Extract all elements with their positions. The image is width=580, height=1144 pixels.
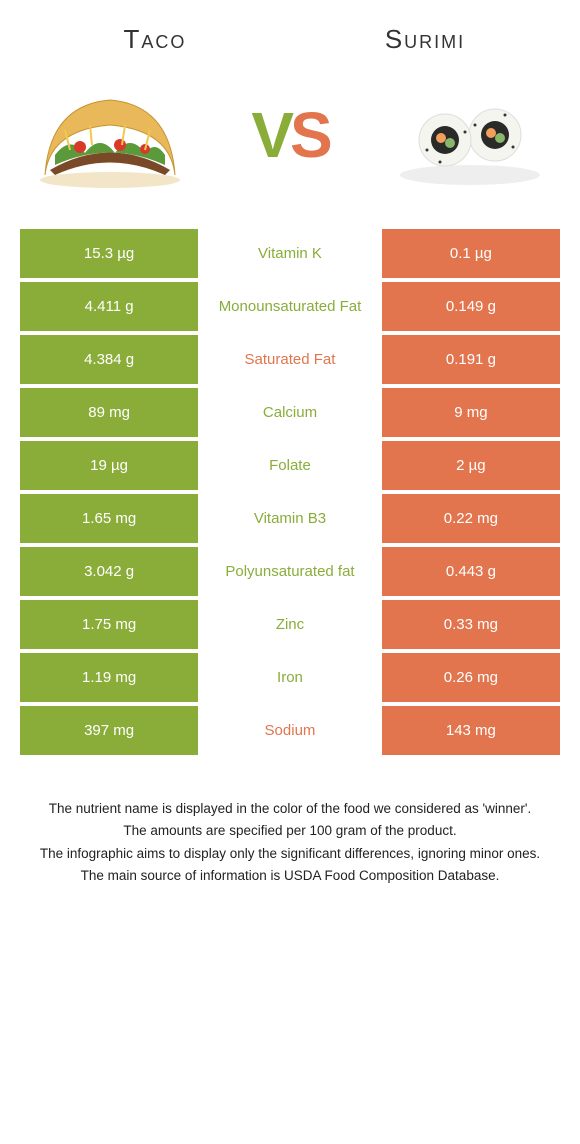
footnotes: The nutrient name is displayed in the co… bbox=[0, 759, 580, 908]
table-row: 19 µgFolate2 µg bbox=[20, 441, 560, 490]
left-value: 1.65 mg bbox=[20, 494, 198, 543]
right-value: 0.1 µg bbox=[382, 229, 560, 278]
nutrient-label: Monounsaturated Fat bbox=[198, 282, 382, 331]
table-row: 1.65 mgVitamin B30.22 mg bbox=[20, 494, 560, 543]
vs-s: S bbox=[290, 99, 329, 171]
footnote-line: The amounts are specified per 100 gram o… bbox=[30, 821, 550, 841]
nutrient-label: Iron bbox=[198, 653, 382, 702]
left-value: 15.3 µg bbox=[20, 229, 198, 278]
nutrient-label: Polyunsaturated fat bbox=[198, 547, 382, 596]
vs-v: V bbox=[251, 99, 290, 171]
right-value: 0.33 mg bbox=[382, 600, 560, 649]
right-value: 0.26 mg bbox=[382, 653, 560, 702]
right-value: 143 mg bbox=[382, 706, 560, 755]
footnote-line: The infographic aims to display only the… bbox=[30, 844, 550, 864]
table-row: 397 mgSodium143 mg bbox=[20, 706, 560, 755]
left-value: 1.19 mg bbox=[20, 653, 198, 702]
comparison-table: 15.3 µgVitamin K0.1 µg4.411 gMonounsatur… bbox=[20, 225, 560, 759]
titles-row: Taco Surimi bbox=[0, 0, 580, 65]
table-row: 1.75 mgZinc0.33 mg bbox=[20, 600, 560, 649]
food-right-title: Surimi bbox=[290, 24, 560, 55]
right-value: 9 mg bbox=[382, 388, 560, 437]
table-row: 1.19 mgIron0.26 mg bbox=[20, 653, 560, 702]
right-value: 0.149 g bbox=[382, 282, 560, 331]
footnote-line: The main source of information is USDA F… bbox=[30, 866, 550, 886]
infographic-container: Taco Surimi VS bbox=[0, 0, 580, 908]
left-value: 19 µg bbox=[20, 441, 198, 490]
taco-icon bbox=[30, 75, 190, 195]
right-value: 2 µg bbox=[382, 441, 560, 490]
right-value: 0.22 mg bbox=[382, 494, 560, 543]
nutrient-label: Vitamin B3 bbox=[198, 494, 382, 543]
footnote-line: The nutrient name is displayed in the co… bbox=[30, 799, 550, 819]
table-row: 89 mgCalcium9 mg bbox=[20, 388, 560, 437]
comparison-table-wrap: 15.3 µgVitamin K0.1 µg4.411 gMonounsatur… bbox=[0, 225, 580, 759]
left-value: 3.042 g bbox=[20, 547, 198, 596]
left-value: 1.75 mg bbox=[20, 600, 198, 649]
nutrient-label: Saturated Fat bbox=[198, 335, 382, 384]
left-value: 89 mg bbox=[20, 388, 198, 437]
table-row: 15.3 µgVitamin K0.1 µg bbox=[20, 229, 560, 278]
nutrient-label: Folate bbox=[198, 441, 382, 490]
nutrient-label: Sodium bbox=[198, 706, 382, 755]
table-row: 4.411 gMonounsaturated Fat0.149 g bbox=[20, 282, 560, 331]
nutrient-label: Zinc bbox=[198, 600, 382, 649]
images-row: VS bbox=[0, 65, 580, 225]
left-value: 397 mg bbox=[20, 706, 198, 755]
food-left-title: Taco bbox=[20, 24, 290, 55]
nutrient-label: Calcium bbox=[198, 388, 382, 437]
left-value: 4.411 g bbox=[20, 282, 198, 331]
vs-label: VS bbox=[251, 98, 328, 172]
table-row: 3.042 gPolyunsaturated fat0.443 g bbox=[20, 547, 560, 596]
nutrient-label: Vitamin K bbox=[198, 229, 382, 278]
surimi-icon bbox=[390, 75, 550, 195]
right-value: 0.443 g bbox=[382, 547, 560, 596]
table-row: 4.384 gSaturated Fat0.191 g bbox=[20, 335, 560, 384]
right-value: 0.191 g bbox=[382, 335, 560, 384]
left-value: 4.384 g bbox=[20, 335, 198, 384]
